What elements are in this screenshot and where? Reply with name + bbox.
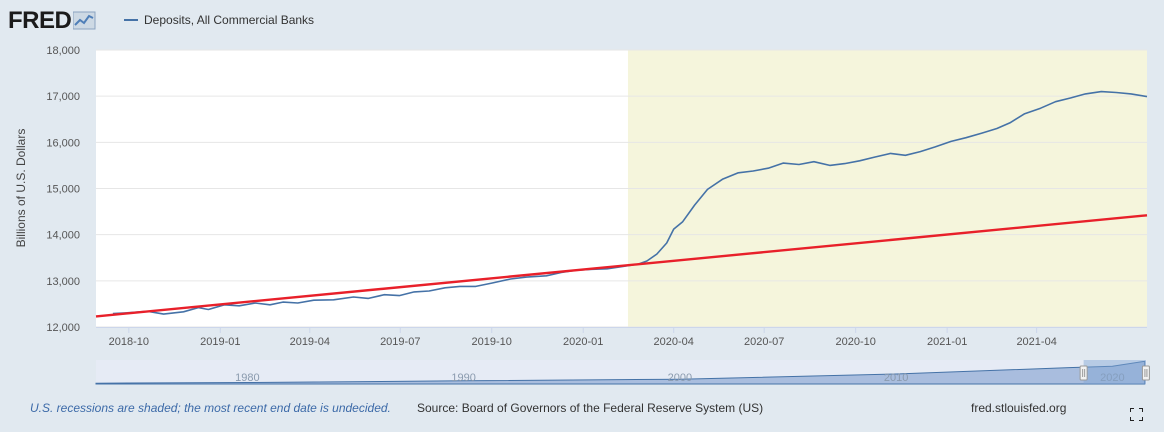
fred-header: FRED bbox=[8, 6, 97, 36]
navigator-selection[interactable] bbox=[1083, 360, 1146, 384]
navigator-tick-label: 2010 bbox=[884, 372, 908, 384]
deposits-series-line bbox=[112, 90, 1148, 315]
x-tick-label: 2021-04 bbox=[1016, 336, 1056, 348]
x-tick-label: 2018-10 bbox=[109, 336, 149, 348]
y-tick-label: 18,000 bbox=[46, 45, 80, 57]
x-tick-label: 2019-01 bbox=[200, 336, 240, 348]
x-tick-label: 2020-04 bbox=[654, 336, 694, 348]
y-tick-label: 16,000 bbox=[46, 137, 80, 149]
legend-swatch bbox=[124, 19, 138, 21]
site-link[interactable]: fred.stlouisfed.org bbox=[971, 401, 1067, 415]
trend-line bbox=[95, 214, 1148, 318]
x-tick-label: 2020-10 bbox=[835, 336, 875, 348]
y-tick-label: 13,000 bbox=[46, 276, 80, 288]
navigator-tick-label: 1980 bbox=[235, 372, 259, 384]
y-tick-label: 12,000 bbox=[46, 322, 80, 334]
y-tick-label: 14,000 bbox=[46, 230, 80, 242]
navigator-tick-label: 2000 bbox=[668, 372, 692, 384]
navigator-tick-label: 1990 bbox=[451, 372, 475, 384]
x-tick-label: 2019-10 bbox=[472, 336, 512, 348]
y-axis-label: Billions of U.S. Dollars bbox=[14, 129, 28, 248]
navigator-tick-label: 2020 bbox=[1100, 372, 1124, 384]
navigator-left-handle[interactable] bbox=[1079, 365, 1088, 381]
x-tick-label: 2020-07 bbox=[744, 336, 784, 348]
fred-graph-icon bbox=[73, 11, 96, 30]
chart-legend: Deposits, All Commercial Banks bbox=[124, 13, 314, 27]
fred-logo-text: FRED bbox=[8, 7, 72, 34]
x-tick-label: 2019-04 bbox=[290, 336, 330, 348]
x-tick-label: 2019-07 bbox=[380, 336, 420, 348]
y-tick-label: 17,000 bbox=[46, 91, 80, 103]
x-tick-label: 2021-01 bbox=[927, 336, 967, 348]
legend-label: Deposits, All Commercial Banks bbox=[144, 13, 315, 27]
y-tick-label: 15,000 bbox=[46, 184, 80, 196]
fullscreen-icon[interactable] bbox=[1130, 408, 1143, 421]
recession-note: U.S. recessions are shaded; the most rec… bbox=[30, 401, 391, 415]
navigator-right-handle[interactable] bbox=[1141, 365, 1150, 381]
source-text: Source: Board of Governors of the Federa… bbox=[417, 401, 764, 415]
fred-logo[interactable]: FRED bbox=[8, 7, 97, 35]
x-tick-label: 2020-01 bbox=[563, 336, 603, 348]
